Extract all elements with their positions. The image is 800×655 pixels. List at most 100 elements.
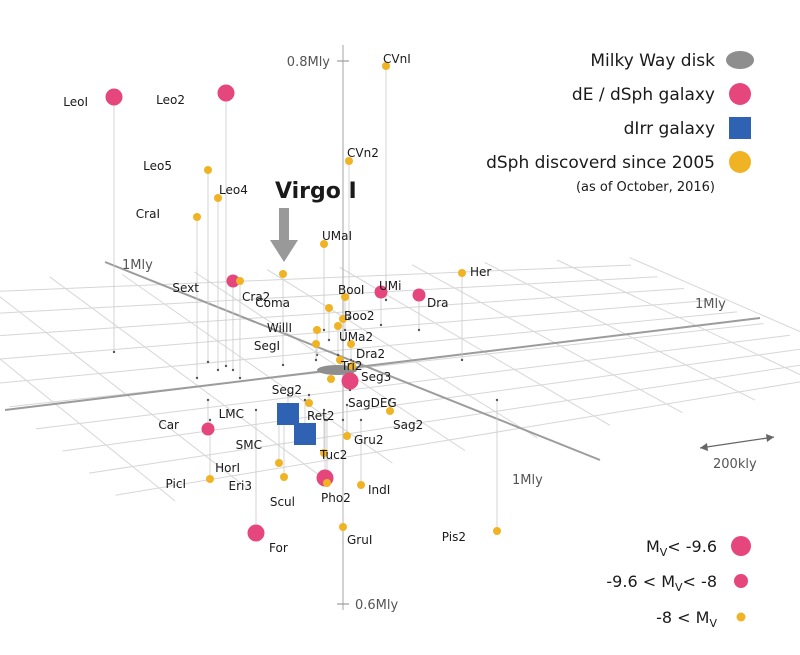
base-point-leo-iv: [216, 368, 220, 372]
mag-legend-sub-bright: V: [660, 546, 668, 559]
grid-line-col: [49, 276, 321, 477]
point-crater-ii: [236, 277, 244, 285]
grid-line-row: [0, 276, 658, 314]
data-points: [105, 62, 501, 542]
point-bootes-i: [341, 293, 349, 301]
point-ursa-major-i: [320, 240, 328, 248]
point-segue-3: [348, 362, 356, 370]
point-label-bootes-ii: Boo2: [344, 309, 375, 323]
point-pictor-i: [206, 475, 214, 483]
point-hercules: [458, 269, 466, 277]
legend-swatch-dIrr: [729, 117, 751, 139]
point-phoenix-ii: [323, 479, 331, 487]
base-point-phoenix-ii: [325, 418, 329, 422]
scale-bar-line: [699, 436, 775, 449]
point-segue-2: [327, 375, 335, 383]
point-label-segue-1: SegⅠ: [254, 339, 280, 353]
point-fornax: [247, 524, 265, 542]
point-indus-i: [357, 481, 365, 489]
mag-legend-pre-mid: -9.6 < M: [606, 572, 675, 591]
base-point-tucana-ii: [322, 408, 326, 412]
point-label-segue-3: Seg3: [361, 370, 391, 384]
base-point-sagittarius-ii: [388, 398, 392, 402]
grid-line-col: [266, 269, 538, 439]
point-label-crater-i: CraⅠ: [136, 207, 160, 221]
base-point-ursa-major-i: [322, 328, 326, 332]
base-point-ursa-major-ii: [336, 353, 340, 357]
point-labels: LeoⅠ Leo2 Leo5 Leo4 CraⅠ CVnⅠ CVn2 UMaⅠ Sext Cra2…: [63, 52, 491, 555]
point-label-canes-venatici-i: CVnⅠ: [383, 52, 411, 66]
base-point-pisces-ii: [495, 398, 499, 402]
base-point-leo-v: [206, 360, 210, 364]
x-axis-label-right: 1Mly: [695, 297, 726, 312]
point-label-fornax: For: [269, 541, 288, 555]
point-triangulum-ii: [336, 356, 344, 364]
point-label-triangulum-ii: Tri2: [340, 359, 362, 373]
point-sextans: [226, 274, 240, 288]
mag-legend-post-bright: < -9.6: [667, 537, 717, 556]
mag-legend-swatch-mid: [734, 574, 748, 588]
y-axis-label-front: 1Mly: [512, 473, 543, 488]
mag-legend-swatch-bright: [731, 536, 751, 556]
point-ursa-minor: [374, 285, 388, 299]
grid-line-col: [629, 257, 800, 333]
grid-line-row: [62, 348, 800, 452]
grid-line-col: [411, 264, 683, 414]
point-label-pictor-i: PicⅠ: [166, 477, 186, 491]
point-label-carina: Car: [158, 418, 179, 432]
base-point-sextans: [231, 368, 235, 372]
milky-way-disk-shape: [317, 365, 357, 375]
point-label-draco: Dra: [427, 296, 449, 310]
point-canes-venatici-ii: [345, 157, 353, 165]
point-virgo-i: [279, 270, 287, 278]
point-label-leo-i: LeoⅠ: [63, 95, 88, 109]
grid-line-row: [35, 334, 791, 430]
point-label-sagittarius-ii: Sag2: [393, 418, 423, 432]
scale-bar-arrow-left: [700, 443, 708, 451]
point-label-horologium-i: HorⅠ: [215, 461, 240, 475]
magnitude-legend: MV< -9.6-9.6 < MV< -8-8 < MV: [606, 536, 751, 630]
mag-legend-label-faint: -8 < MV: [656, 608, 717, 630]
point-label-segue-2: Seg2: [272, 383, 302, 397]
point-bootes-ii: [339, 315, 347, 323]
point-label-reticulum-ii: Ret2: [307, 409, 335, 423]
mag-legend-pre-bright: M: [646, 537, 660, 556]
mag-legend-label-bright: MV< -9.6: [646, 537, 717, 559]
mag-legend-swatch-faint: [736, 612, 746, 622]
base-point-carina: [206, 398, 210, 402]
point-carina: [201, 422, 215, 436]
base-point-canes-venatici-ii: [347, 316, 351, 320]
point-canes-venatici-i: [382, 62, 390, 70]
point-grus-i: [339, 523, 347, 531]
point-segue-1: [312, 340, 320, 348]
point-crater-i: [193, 213, 201, 221]
base-point-lmc: [286, 393, 290, 397]
base-point-indus-i: [359, 418, 363, 422]
legend-swatch-new: [729, 151, 751, 173]
base-point-leo-ii: [224, 364, 228, 368]
virgo-arrow: [270, 208, 298, 262]
grid-line-col: [0, 296, 248, 489]
base-point-fornax: [254, 408, 258, 412]
base-point-pictor-i: [208, 418, 212, 422]
base-point-sculptor: [323, 418, 327, 422]
point-label-willman-1: WillⅠ: [267, 321, 292, 335]
base-point-ursa-minor: [379, 323, 383, 327]
point-pisces-ii: [493, 527, 501, 535]
point-label-coma-berenices: Coma: [255, 296, 290, 310]
base-point-draco: [417, 328, 421, 332]
point-grus-ii: [343, 432, 351, 440]
point-lmc: [277, 403, 299, 425]
legend-label-disk: Milky Way disk: [590, 51, 715, 71]
point-label-lmc: LMC: [219, 407, 244, 421]
virgo-highlight: Virgo I: [270, 179, 357, 262]
perspective-grid: [0, 257, 800, 502]
point-leo-ii: [217, 84, 235, 102]
point-label-grus-ii: Gru2: [354, 433, 383, 447]
base-point-segue-1: [314, 358, 318, 362]
legend-swatch-disk: [726, 51, 754, 69]
milky-way-disk: [317, 365, 357, 375]
point-willman-1: [313, 326, 321, 334]
point-label-indus-i: IndⅠ: [368, 483, 390, 497]
